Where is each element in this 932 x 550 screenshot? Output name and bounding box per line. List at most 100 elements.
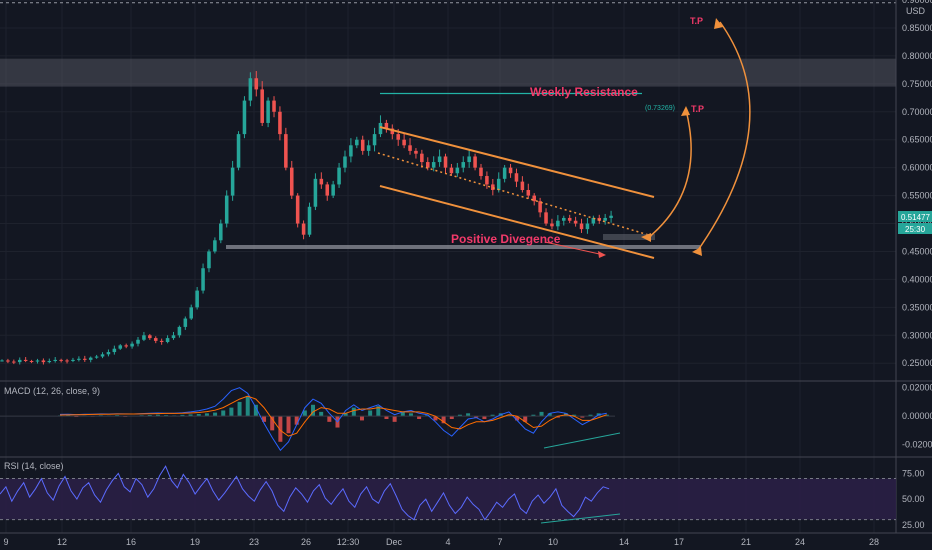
candle-body [165,338,170,342]
macd-hist-bar [482,416,487,419]
candle-body [538,201,542,213]
currency-label: USD [906,6,926,16]
candle-body [100,354,105,357]
countdown-text: 25:30 [905,225,926,234]
candle-body [520,181,525,190]
macd-divergence-line [543,432,621,449]
candle-body [573,220,578,224]
candle-body [224,195,229,224]
macd-hist-bar [400,411,405,417]
rsi-tick-label: 75.00 [902,468,925,478]
divergence-arrow-line [544,241,605,256]
candle-body [295,195,300,224]
candle-body [94,356,99,358]
macd-hist-bar [213,412,218,417]
candle-body [485,176,489,185]
rsi-title: RSI (14, close) [4,461,64,471]
rsi-divergence-line [540,513,621,524]
time-tick-label: 24 [795,537,805,547]
candle-body [467,156,471,163]
candle-body [384,122,389,129]
price-tick-label: 0.55000 [902,191,932,201]
candle-body [23,359,28,361]
macd-hist-bar [555,416,560,418]
candle-body [266,100,270,123]
candle-body [609,215,613,218]
macd-hist-bar [425,414,430,417]
candle-body [390,128,395,135]
macd-hist-bar [327,416,332,422]
candle-body [414,150,418,154]
time-tick-label: 23 [249,537,259,547]
candle-body [603,217,607,221]
macd-title: MACD (12, 26, close, 9) [4,386,100,396]
candle-body [360,139,365,151]
candle-body [59,359,63,361]
candle-body [106,352,111,355]
candle-body [431,162,436,168]
macd-hist-bar [539,411,544,417]
candle-body [153,338,158,341]
candle-body [579,223,584,230]
time-axis[interactable]: 9 12 16 19 23 26 12:30 Dec 4 7 10 14 17 21 24 28 [3,537,879,547]
candle-body [461,162,466,168]
target-value-label: (0.73269) [645,105,675,112]
time-tick-label: 28 [869,537,879,547]
weekly-resistance-zone [0,58,896,87]
time-tick-label: 12:30 [337,537,360,547]
candle-body [83,358,87,360]
rsi-band [0,478,896,520]
macd-hist-bar [319,411,324,417]
time-tick-label: 9 [3,537,8,547]
candle-body [272,100,276,112]
price-axis[interactable]: 0.250000.300000.350000.400000.450000.500… [902,0,932,368]
time-tick-label: 4 [445,537,450,547]
time-tick-label: 7 [497,537,502,547]
macd-tick-label: 0.02000 [902,383,932,393]
weekly-resistance-label: Weekly Resistance [530,85,638,99]
candle-body [130,343,134,347]
channel-upper-line [379,126,655,198]
candle-body [159,340,164,342]
tp-label-2: T.P [690,16,703,26]
candle-body [556,220,560,227]
time-tick-label: Dec [386,537,403,547]
price-tick-label: 0.90000 [902,0,932,5]
candle-body [319,178,324,185]
macd-hist-bar [547,413,552,417]
macd-hist-bar [457,414,462,417]
macd-axis[interactable]: 0.02000 0.00000 -0.02000 [902,383,932,450]
time-tick-label: 21 [741,537,751,547]
tp-arc-large [695,21,751,254]
macd-hist-bar [302,410,307,417]
last-price-text: 0.51477 [901,213,930,222]
candle-body [408,145,412,151]
macd-hist-bar [376,406,381,417]
macd-hist-bar [237,401,242,417]
candle-body [491,184,495,190]
macd-hist-bar [392,416,397,422]
candle-body [12,361,16,363]
candle-body [378,122,383,135]
candle-body [479,167,483,177]
macd-hist-bar [531,414,536,417]
macd-tick-label: 0.00000 [902,411,932,421]
candle-body [455,167,460,174]
candle-body [142,335,146,340]
candle-body [35,360,40,362]
price-tick-label: 0.35000 [902,302,932,312]
candle-body [0,360,4,362]
price-tick-label: 0.25000 [902,358,932,368]
rsi-tick-label: 50.00 [902,494,925,504]
macd-hist-bar [515,416,520,421]
candle-body [230,167,235,196]
macd-hist-bar [408,413,413,417]
tp-arc-small [647,109,692,239]
rsi-axis[interactable]: 75.00 50.00 25.00 [902,468,925,529]
macd-hist-bar [580,416,585,418]
candle-body [544,212,548,224]
macd-hist-bar [588,414,593,417]
macd-hist-bar [188,414,193,417]
